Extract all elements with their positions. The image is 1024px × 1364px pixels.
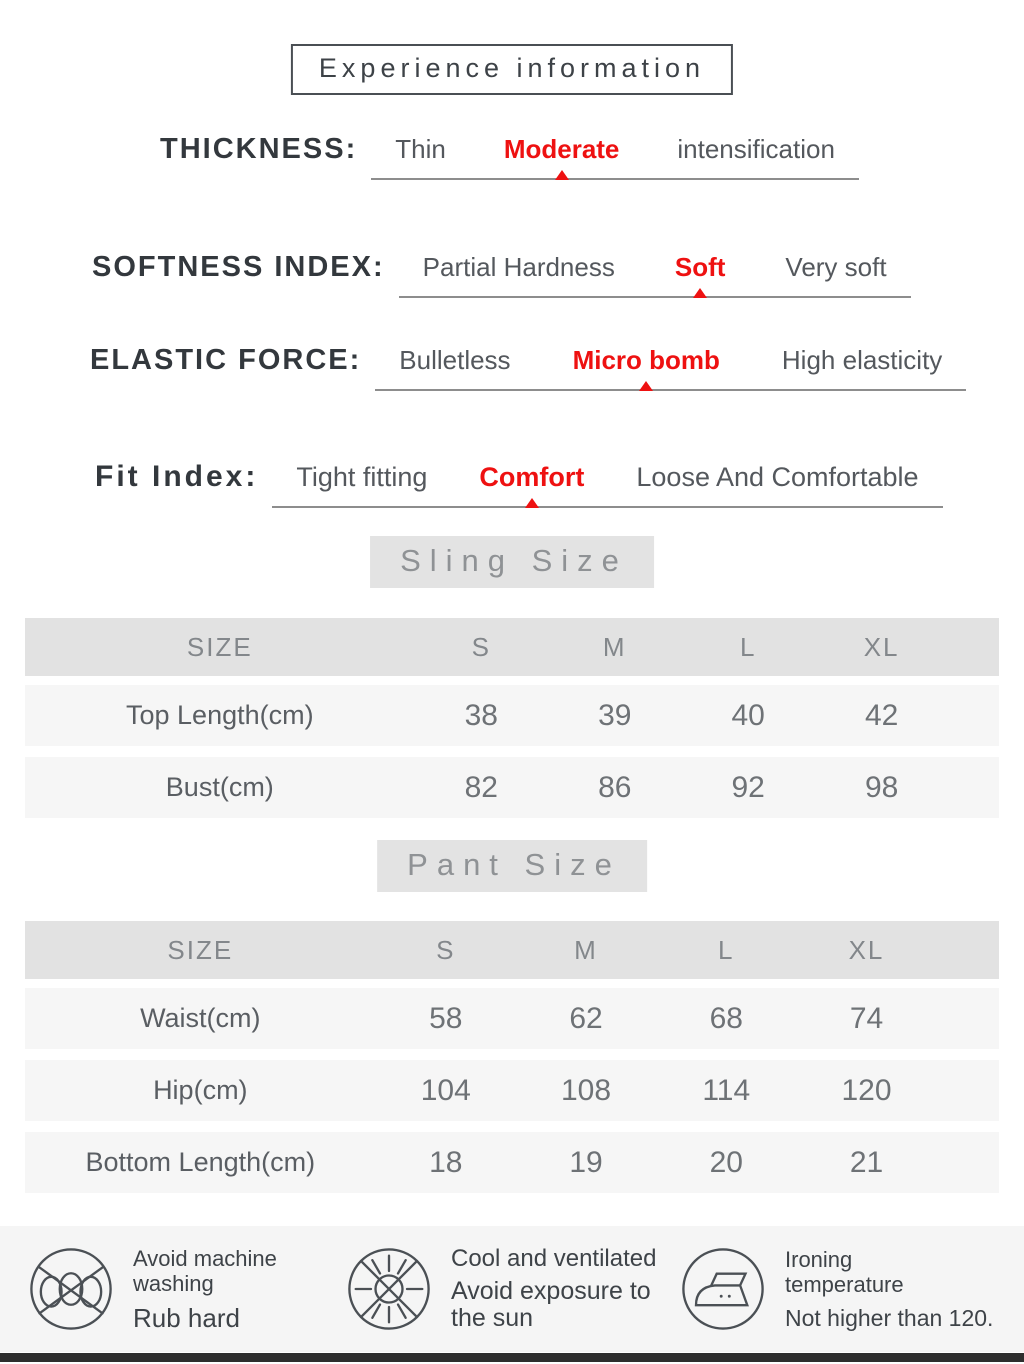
attribute-option: intensification: [677, 134, 835, 164]
header-cell: SIZE: [167, 934, 234, 965]
attribute-option-selected: Moderate: [503, 134, 620, 164]
care-line2: Rub hard: [133, 1302, 240, 1333]
attribute-label: THICKNESS:: [160, 133, 358, 165]
attribute-label: ELASTIC FORCE:: [90, 344, 362, 376]
value-cell: 74: [849, 1001, 884, 1035]
attribute-option: Loose And Comfortable: [636, 462, 919, 492]
sling-size-table: SIZE S M L XL Top Length(cm) 38 39 40 42…: [25, 618, 999, 829]
attribute-scale: Bulletless Micro bomb High elasticity: [375, 345, 967, 391]
value-cell: 20: [709, 1145, 743, 1179]
header-cell: L: [739, 631, 757, 662]
header-cell: M: [574, 934, 598, 965]
care-item-sun-exposure: Cool and ventilated Avoid exposure to th…: [344, 1244, 661, 1334]
value-cell: 82: [464, 770, 498, 804]
value-cell: 40: [731, 698, 765, 732]
header-cell: SIZE: [186, 631, 253, 662]
header-cell: XL: [848, 934, 885, 965]
value-cell: 18: [429, 1145, 463, 1179]
attribute-option-selected: Comfort: [479, 462, 585, 492]
value-cell: 39: [598, 698, 632, 732]
value-cell: 86: [598, 770, 632, 804]
value-cell: 120: [841, 1073, 892, 1107]
value-cell: 42: [864, 698, 899, 732]
attribute-option: Thin: [395, 134, 446, 164]
attribute-label: Fit Index:: [95, 460, 259, 493]
attribute-option: Very soft: [785, 252, 887, 282]
attribute-scale: Partial Hardness Soft Very soft: [398, 252, 911, 298]
care-item-machine-wash: Avoid machine washing Rub hard: [26, 1244, 298, 1334]
value-cell: 98: [864, 770, 899, 804]
value-cell: 38: [464, 698, 498, 732]
no-machine-wash-icon: [26, 1244, 116, 1334]
attribute-option: Bulletless: [399, 345, 511, 375]
care-text: Avoid machine washing Rub hard: [133, 1246, 298, 1332]
header-cell: M: [602, 631, 627, 662]
attribute-option-selected: Micro bomb: [572, 345, 720, 375]
no-sun-exposure-icon: [344, 1244, 434, 1334]
table-row: Bust(cm) 82 86 92 98: [25, 757, 999, 818]
table-header-row: SIZE S M L XL: [25, 921, 999, 979]
attribute-row-fit-index: Fit Index: Tight fitting Comfort Loose A…: [95, 460, 943, 508]
attribute-scale: Thin Moderate intensification: [371, 134, 859, 180]
header-cell: S: [436, 934, 456, 965]
header-cell: L: [718, 934, 735, 965]
care-text: Cool and ventilated Avoid exposure to th…: [451, 1245, 661, 1333]
care-item-ironing: Ironing temperature Not higher than 120.: [678, 1244, 993, 1334]
table-row: Bottom Length(cm) 18 19 20 21: [25, 1132, 999, 1193]
value-cell: 92: [731, 770, 765, 804]
value-cell: 19: [569, 1145, 603, 1179]
care-line1: Ironing temperature: [785, 1246, 904, 1297]
row-label-cell: Top Length(cm): [126, 700, 314, 730]
title-box: Experience information: [290, 44, 734, 95]
row-label-cell: Hip(cm): [153, 1075, 248, 1105]
attribute-row-softness: SOFTNESS INDEX: Partial Hardness Soft Ve…: [92, 251, 911, 298]
value-cell: 21: [849, 1145, 884, 1179]
table-row: Top Length(cm) 38 39 40 42: [25, 685, 999, 746]
care-line2: Avoid exposure to the sun: [451, 1276, 651, 1333]
table-row: Hip(cm) 104 108 114 120: [25, 1060, 999, 1121]
table-row: Waist(cm) 58 62 68 74: [25, 988, 999, 1049]
bottom-divider-bar: [0, 1353, 1024, 1362]
attribute-scale: Tight fitting Comfort Loose And Comforta…: [272, 462, 943, 508]
value-cell: 114: [702, 1073, 751, 1107]
page-title: Experience information: [318, 53, 706, 83]
pant-size-table: SIZE S M L XL Waist(cm) 58 62 68 74 Hip(…: [25, 921, 999, 1204]
attribute-row-elastic-force: ELASTIC FORCE: Bulletless Micro bomb Hig…: [90, 344, 967, 391]
value-cell: 68: [709, 1001, 743, 1035]
attribute-row-thickness: THICKNESS: Thin Moderate intensification: [160, 133, 859, 180]
value-cell: 108: [560, 1073, 612, 1107]
attribute-label: SOFTNESS INDEX:: [92, 251, 385, 283]
row-label-cell: Bottom Length(cm): [85, 1147, 316, 1177]
care-line1: Avoid machine washing: [133, 1245, 277, 1297]
care-instructions-section: Avoid machine washing Rub hard: [0, 1226, 1024, 1352]
value-cell: 62: [569, 1001, 603, 1035]
row-label-cell: Bust(cm): [165, 772, 274, 802]
value-cell: 58: [429, 1001, 463, 1035]
attribute-option: Tight fitting: [296, 462, 428, 492]
value-cell: 104: [420, 1073, 471, 1107]
attribute-option-selected: Soft: [674, 252, 726, 282]
care-text: Ironing temperature Not higher than 120.: [785, 1247, 993, 1332]
care-line1: Cool and ventilated: [451, 1245, 657, 1273]
table-header-row: SIZE S M L XL: [25, 618, 999, 676]
header-cell: S: [471, 631, 491, 662]
sling-size-badge: Sling Size: [370, 536, 654, 588]
row-label-cell: Waist(cm): [140, 1003, 261, 1033]
header-cell: XL: [863, 631, 900, 662]
pant-size-badge: Pant Size: [377, 840, 647, 892]
iron-temperature-icon: [678, 1244, 768, 1334]
attribute-option: High elasticity: [781, 345, 943, 375]
attribute-option: Partial Hardness: [422, 252, 615, 282]
care-line2: Not higher than 120.: [785, 1305, 994, 1332]
